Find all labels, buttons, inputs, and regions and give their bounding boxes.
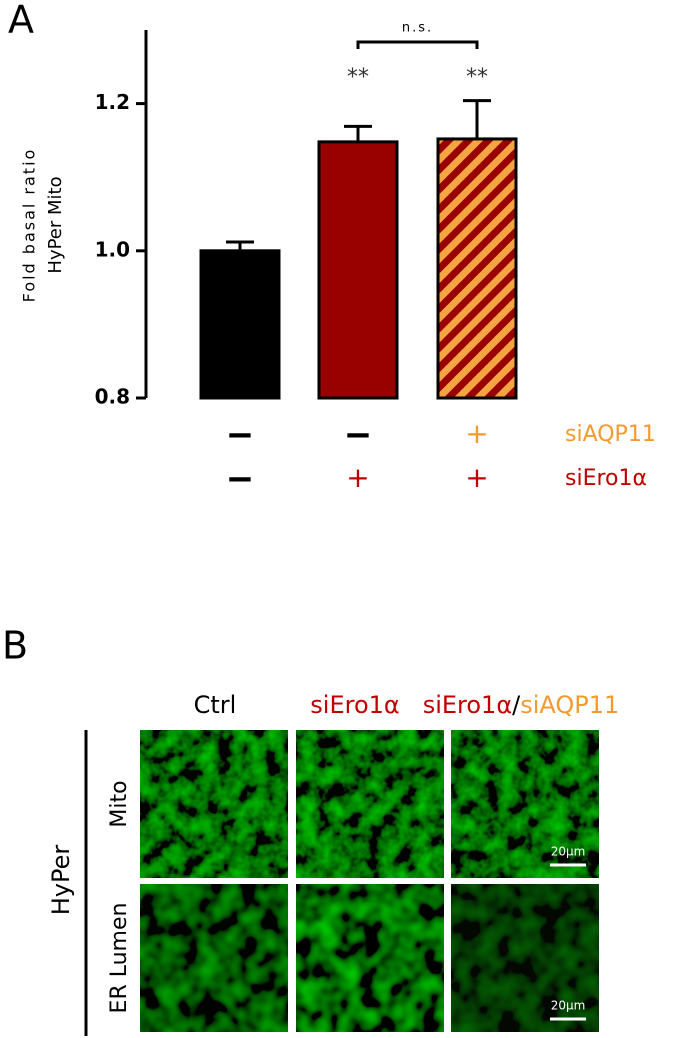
condition-label: siEro1α <box>565 466 647 491</box>
row-label-group: ER Lumen <box>107 903 132 1014</box>
row-label-group: Mito <box>107 780 132 827</box>
significance: ** <box>347 65 369 90</box>
bar <box>436 137 518 400</box>
condition-mark: + <box>346 461 369 494</box>
condition-mark: – <box>344 413 371 453</box>
column-label: siEro1α <box>310 691 399 719</box>
column-label-part: / <box>512 691 521 719</box>
micrograph-signal <box>296 730 444 878</box>
condition-mark: + <box>465 461 488 494</box>
micrograph-signal <box>451 884 599 1032</box>
scale-bar-label: 20μm <box>551 845 586 859</box>
significance: ** <box>466 65 488 90</box>
row-label: ER Lumen <box>107 903 132 1014</box>
bar <box>199 249 281 400</box>
condition-mark: – <box>226 457 253 497</box>
micrograph-signal <box>140 884 288 1032</box>
micrograph-signal <box>451 730 599 878</box>
panel-label: A <box>8 0 34 42</box>
column-label: siEro1α/siAQP11 <box>423 691 620 719</box>
condition-mark: – <box>226 413 253 453</box>
column-label-part: siEro1α <box>423 691 512 719</box>
condition-label: siAQP11 <box>565 422 656 447</box>
column-label: Ctrl <box>194 691 237 719</box>
condition-mark: + <box>465 417 488 450</box>
micrograph-signal <box>296 884 444 1032</box>
column-label-part: siEro1α <box>310 691 399 719</box>
group-label: HyPer <box>47 845 75 916</box>
column-label-part: siAQP11 <box>520 691 619 719</box>
panel-label: B <box>2 624 28 668</box>
y-axis-label: Fold basal ratio <box>20 148 39 303</box>
y-tick-label: 1.2 <box>95 90 130 114</box>
column-label-part: Ctrl <box>194 691 237 719</box>
row-label: Mito <box>107 780 132 827</box>
micrograph-signal <box>140 730 288 878</box>
y-tick-label: 0.8 <box>95 385 130 409</box>
bracket <box>356 40 479 49</box>
y-tick-label: 1.0 <box>95 237 130 261</box>
scale-bar-label: 20μm <box>551 999 586 1013</box>
significance: n.s. <box>402 21 433 36</box>
bar <box>317 140 399 400</box>
y-axis-label: HyPer Mito <box>45 176 66 273</box>
